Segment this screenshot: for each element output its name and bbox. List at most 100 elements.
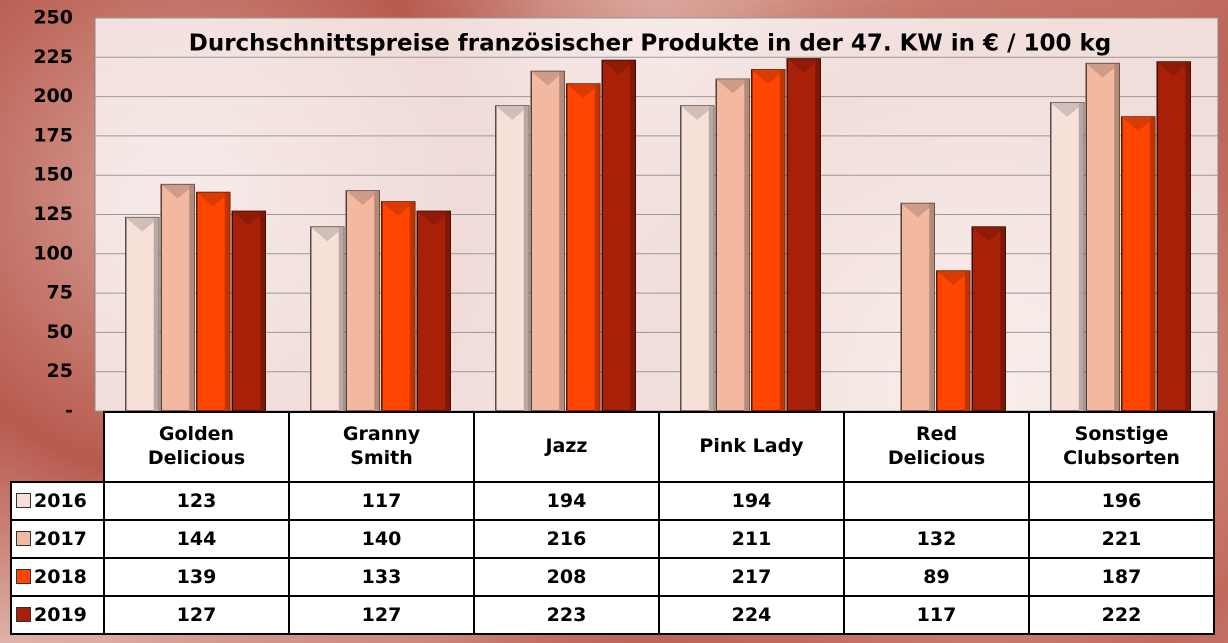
data-label: 216 — [473, 519, 660, 559]
data-label: 132 — [843, 519, 1030, 559]
bar-group — [566, 83, 601, 412]
data-label: 211 — [658, 519, 845, 559]
y-tick-label: 175 — [33, 124, 73, 146]
legend-item: 2018 — [10, 557, 105, 597]
y-tick-label: 250 — [33, 7, 73, 29]
data-label — [843, 481, 1030, 521]
bar — [751, 69, 786, 412]
data-label: 123 — [103, 481, 290, 521]
bar-edge — [594, 84, 600, 412]
bar-edge — [559, 71, 565, 411]
bar-bevel — [346, 190, 380, 205]
legend-label: 2016 — [34, 490, 87, 512]
bar — [416, 210, 451, 412]
bar-group — [196, 191, 231, 412]
table-row: 2019 127 127 223 224 117 222 — [10, 595, 1215, 635]
bar-bevel — [310, 227, 344, 242]
bar-group — [1050, 102, 1085, 412]
bar-bevel — [531, 71, 565, 86]
bar-group — [310, 226, 345, 412]
y-tick-label: 75 — [47, 282, 73, 304]
bar-group — [125, 216, 160, 412]
legend-swatch — [16, 493, 31, 508]
bar-bevel — [381, 201, 415, 216]
bar — [381, 201, 416, 412]
data-label: 196 — [1028, 481, 1215, 521]
bar-edge — [374, 190, 380, 411]
data-label: 127 — [288, 595, 475, 635]
bar-group — [530, 70, 565, 412]
legend-swatch — [16, 607, 31, 622]
bar-edge — [630, 60, 636, 411]
data-label: 117 — [843, 595, 1030, 635]
bar-group — [936, 270, 971, 412]
bar — [936, 270, 971, 412]
data-label: 144 — [103, 519, 290, 559]
bar-edge — [189, 184, 195, 411]
bar-bevel — [680, 106, 714, 121]
bar-bevel — [196, 192, 230, 207]
data-table: Golden Delicious Granny Smith Jazz Pink Lad… — [10, 411, 1215, 635]
data-label: 133 — [288, 557, 475, 597]
bar-edge — [929, 203, 935, 411]
bar-bevel — [125, 217, 159, 232]
bar-edge — [153, 217, 159, 411]
bar-bevel — [602, 60, 636, 75]
y-tick-label: 225 — [33, 46, 73, 68]
x-tick-label: Red Delicious — [843, 411, 1030, 483]
bar-group — [345, 190, 380, 412]
bar-group — [416, 210, 451, 412]
legend-label: 2019 — [34, 604, 87, 626]
bar-group — [160, 183, 195, 412]
legend-label: 2017 — [34, 528, 87, 550]
x-tick-label: Sonstige Clubsorten — [1028, 411, 1215, 483]
bar-bevel — [1157, 62, 1191, 77]
bar-bevel — [787, 58, 821, 73]
bar-bevel — [716, 79, 750, 94]
bar-edge — [964, 271, 970, 411]
bar-bevel — [566, 84, 600, 99]
bar-bevel — [161, 184, 195, 199]
bar-group — [601, 59, 636, 412]
bar-edge — [708, 106, 714, 412]
data-label: 139 — [103, 557, 290, 597]
y-tick-label: 100 — [33, 242, 73, 264]
x-tick-label: Golden Delicious — [103, 411, 290, 483]
bar-group — [751, 69, 786, 412]
legend-swatch — [16, 569, 31, 584]
bar — [530, 70, 565, 412]
data-label: 127 — [103, 595, 290, 635]
bar-bevel — [1086, 63, 1120, 78]
bar-edge — [523, 106, 529, 412]
bar-bevel — [901, 203, 935, 218]
chart-title: Durchschnittspreise französischer Produk… — [189, 31, 1112, 57]
bar-edge — [744, 79, 750, 412]
data-label: 222 — [1028, 595, 1215, 635]
bar — [680, 105, 715, 412]
bar-bevel — [936, 271, 970, 286]
bar-group — [971, 226, 1006, 412]
data-label: 117 — [288, 481, 475, 521]
data-label: 187 — [1028, 557, 1215, 597]
bar-bevel — [232, 211, 266, 226]
bar-bevel — [751, 69, 785, 84]
bar-edge — [1078, 102, 1084, 411]
data-label: 140 — [288, 519, 475, 559]
y-tick-label: 25 — [47, 360, 73, 382]
table-row: 2017 144 140 216 211 132 221 — [10, 519, 1215, 559]
bar-group — [231, 210, 266, 412]
table-row: 2018 139 133 208 217 89 187 — [10, 557, 1215, 597]
data-label: 89 — [843, 557, 1030, 597]
bar-edge — [1149, 117, 1155, 411]
data-label: 194 — [658, 481, 845, 521]
bar-edge — [1114, 63, 1120, 411]
data-label: 194 — [473, 481, 660, 521]
bar-group — [1085, 62, 1120, 412]
bar — [900, 202, 935, 412]
bar-group — [900, 202, 935, 412]
bar-group — [786, 58, 821, 412]
bar-edge — [779, 69, 785, 411]
